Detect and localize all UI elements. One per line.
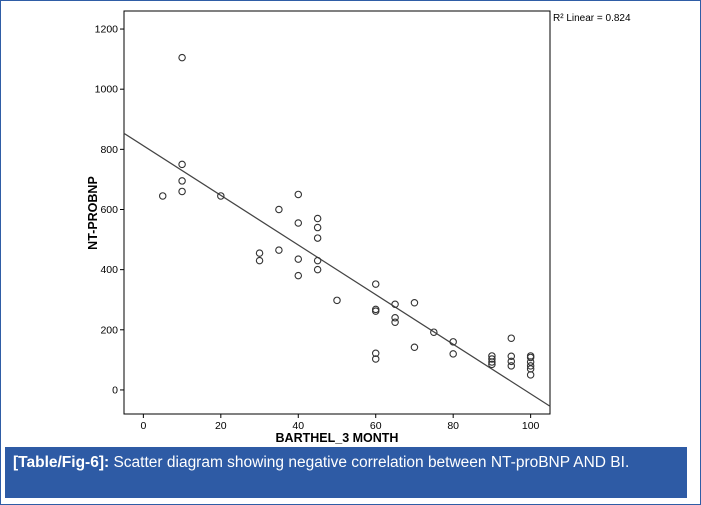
data-point	[255, 249, 264, 257]
y-tick-label: 1200	[95, 24, 119, 36]
y-tick-label: 1000	[95, 84, 119, 96]
plot-area	[123, 10, 551, 415]
data-point	[313, 214, 322, 223]
data-point	[371, 355, 380, 363]
y-tick-label: 600	[100, 204, 118, 216]
data-point	[449, 338, 457, 346]
data-point	[430, 328, 438, 336]
data-point	[294, 190, 303, 199]
x-tick-label: 40	[292, 420, 304, 432]
data-point	[449, 350, 457, 358]
y-tick-label: 800	[100, 144, 118, 156]
caption-label: [Table/Fig-6]:	[13, 454, 110, 471]
data-point	[313, 256, 322, 265]
data-point	[313, 223, 322, 232]
data-point	[526, 371, 535, 379]
data-point	[313, 265, 322, 274]
data-point	[294, 271, 303, 280]
data-point	[158, 192, 167, 200]
x-axis-label: BARTHEL_3 MONTH	[276, 431, 399, 445]
data-point	[178, 160, 186, 169]
data-points	[158, 53, 535, 379]
y-tick-label: 400	[100, 264, 118, 276]
data-point	[410, 343, 419, 351]
data-point	[391, 318, 399, 327]
data-point	[178, 187, 186, 196]
data-point	[255, 256, 264, 265]
y-axis: 0 200 400 600 800 1000 1200	[95, 24, 124, 396]
data-point	[507, 352, 516, 361]
data-point	[178, 177, 186, 185]
x-tick-label: 0	[140, 420, 146, 432]
y-tick-label: 200	[100, 324, 118, 336]
data-point	[333, 296, 341, 305]
data-point	[526, 353, 535, 362]
regression-line	[123, 132, 551, 407]
data-point	[507, 362, 516, 370]
data-point	[410, 298, 419, 307]
data-point	[294, 219, 303, 227]
x-tick-label: 100	[522, 420, 540, 432]
r-squared-annotation: R² Linear = 0.824	[553, 13, 631, 24]
x-tick-label: 20	[215, 420, 227, 432]
data-point	[275, 246, 283, 254]
data-point	[313, 234, 322, 242]
x-tick-label: 60	[370, 420, 382, 432]
data-point	[275, 205, 283, 214]
y-tick-label: 0	[112, 384, 118, 396]
data-point	[488, 355, 496, 363]
data-point	[178, 53, 186, 62]
data-point	[391, 314, 399, 322]
data-point	[507, 357, 516, 366]
data-point	[371, 349, 380, 357]
data-point	[294, 255, 303, 263]
data-point	[217, 192, 225, 200]
data-point	[371, 307, 380, 315]
data-point	[371, 280, 380, 288]
caption-text: Scatter diagram showing negative correla…	[113, 454, 630, 471]
data-point	[488, 358, 496, 366]
data-point	[391, 300, 399, 308]
data-point	[507, 334, 516, 342]
x-axis: 0 20 40 60 80 100	[140, 414, 540, 432]
y-axis-label: NT-PROBNP	[86, 176, 100, 250]
data-point	[488, 360, 496, 369]
data-point	[526, 362, 535, 370]
figure-caption: [Table/Fig-6]: Scatter diagram showing n…	[5, 447, 687, 498]
x-tick-label: 80	[447, 420, 459, 432]
